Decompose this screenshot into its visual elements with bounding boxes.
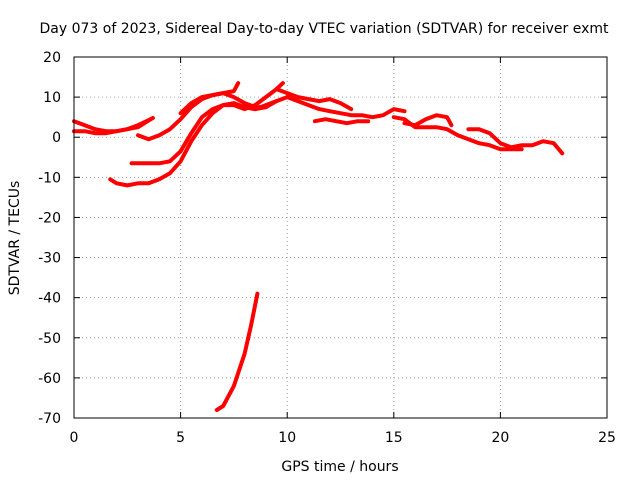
series-line-arc-5 <box>108 99 279 188</box>
y-tick-label: 10 <box>43 90 61 106</box>
x-tick-label: 20 <box>491 430 509 446</box>
y-tick-label: -50 <box>38 331 61 347</box>
y-tick-label: -10 <box>38 170 61 186</box>
series-line-arc-9 <box>274 87 354 112</box>
y-tick-label: -30 <box>38 251 61 267</box>
x-tick-label: 10 <box>278 430 296 446</box>
y-axis-label: SDTVAR / TECUs <box>7 181 23 296</box>
grid <box>74 57 607 418</box>
y-tick-label: 0 <box>52 130 61 146</box>
series-line-arc-13 <box>402 113 454 128</box>
x-tick-label: 0 <box>70 430 79 446</box>
plot-frame <box>73 56 608 419</box>
series-line-arc-11 <box>312 117 371 126</box>
x-tick-label: 25 <box>598 430 616 446</box>
series-line-arc-10 <box>285 95 407 120</box>
y-tick-label: -40 <box>38 291 61 307</box>
x-tick-label: 15 <box>385 430 403 446</box>
x-axis-label: GPS time / hours <box>281 459 398 475</box>
series-line-arc-2 <box>72 116 155 136</box>
x-tick-label: 5 <box>176 430 185 446</box>
series-line-arc-8 <box>214 291 260 412</box>
y-tick-label: -20 <box>38 210 61 226</box>
y-tick-label: -60 <box>38 371 61 387</box>
ticks: 0 5 10 15 20 25 -70 -60 -50 -40 -30 -20 -10 0 10 20 <box>38 50 616 446</box>
series-line-arc-6 <box>178 81 241 116</box>
series-line-arc-12 <box>391 115 524 152</box>
y-tick-label: -70 <box>38 411 61 427</box>
y-tick-label: 20 <box>43 50 61 66</box>
chart-title: Day 073 of 2023, Sidereal Day-to-day VTE… <box>40 21 610 37</box>
series-line-arc-14 <box>466 127 565 156</box>
series-group <box>72 81 565 412</box>
